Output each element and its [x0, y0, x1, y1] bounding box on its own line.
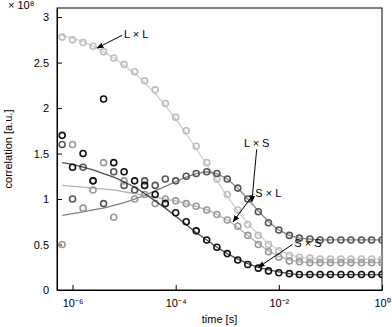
- x-tick-label: 10⁻⁴: [166, 297, 187, 309]
- y-tick-mark: [57, 290, 62, 291]
- y-multiplier: × 10⁸: [8, 0, 34, 11]
- fit-line: [62, 35, 382, 259]
- annotation-label: S × S: [294, 237, 321, 249]
- data-point: [132, 196, 138, 202]
- y-tick: 2: [43, 102, 62, 114]
- series: [59, 96, 382, 278]
- data-point: [255, 232, 261, 238]
- data-point: [59, 132, 65, 138]
- annotation-arrow: [233, 194, 253, 221]
- annotation-label: L × L: [124, 28, 148, 40]
- y-tick-label: 1: [43, 193, 49, 205]
- y-tick-mark: [57, 154, 62, 155]
- data-point: [101, 160, 107, 166]
- data-point: [162, 176, 168, 182]
- fit-line: [62, 172, 382, 240]
- data-point: [162, 201, 168, 207]
- data-point: [80, 205, 86, 211]
- y-tick: 2.5: [34, 57, 62, 69]
- data-point: [80, 151, 86, 157]
- y-tick-mark: [57, 63, 62, 64]
- y-tick-mark: [57, 108, 62, 109]
- data-layer: [59, 34, 382, 277]
- annotation-label: S × L: [255, 187, 281, 199]
- x-tick: 10⁻⁶: [63, 285, 84, 309]
- y-tick-label: 3: [43, 11, 49, 23]
- y-tick: 0: [43, 284, 62, 296]
- y-tick: 1: [43, 193, 62, 205]
- y-tick-mark: [57, 199, 62, 200]
- data-point: [101, 96, 107, 102]
- x-tick: 10⁻⁴: [166, 285, 187, 309]
- data-point: [132, 178, 138, 184]
- data-point: [111, 214, 117, 220]
- annotations: L × L L × S S × L S × S: [97, 28, 321, 267]
- annotation-label: L × S: [244, 137, 270, 149]
- y-tick: 3: [43, 11, 62, 23]
- data-point: [111, 169, 117, 175]
- data-point: [121, 169, 127, 175]
- x-tick-label: 10⁻⁶: [63, 297, 84, 309]
- series: [59, 141, 382, 243]
- x-tick-mark: [176, 285, 177, 290]
- fit-line: [62, 163, 382, 275]
- annotation-arrow: [258, 245, 292, 268]
- y-tick-label: 0: [43, 284, 49, 296]
- x-tick-mark: [382, 285, 383, 290]
- x-tick: 10⁰: [374, 285, 390, 309]
- y-tick: 0.5: [34, 239, 62, 251]
- plot-frame: [57, 8, 382, 290]
- y-axis: 0 0.5 1 1.5 2 2.5 3: [34, 9, 62, 297]
- x-tick-mark: [279, 285, 280, 290]
- data-point: [59, 34, 65, 40]
- x-axis-title: time [s]: [202, 313, 237, 325]
- data-point: [90, 178, 96, 184]
- y-tick: 1.5: [34, 148, 62, 160]
- data-point: [70, 141, 76, 147]
- x-axis: 10⁻⁶ 10⁻⁴ 10⁻² 10⁰: [58, 285, 391, 309]
- data-point: [90, 178, 96, 184]
- data-point: [101, 201, 107, 207]
- x-tick-label: 10⁻²: [269, 297, 289, 309]
- y-tick-label: 2: [43, 102, 49, 114]
- y-tick-label: 2.5: [34, 57, 49, 69]
- series: [59, 141, 382, 265]
- x-tick-label: 10⁰: [374, 297, 390, 309]
- x-axis-line: [58, 290, 383, 291]
- y-axis-title: correlation [a.u.]: [2, 110, 14, 189]
- y-axis-line: [57, 9, 58, 291]
- data-point: [111, 160, 117, 166]
- x-tick-mark: [73, 285, 74, 290]
- data-point: [59, 242, 65, 248]
- y-tick-label: 1.5: [34, 148, 49, 160]
- y-tick-mark: [57, 17, 62, 18]
- y-tick-label: 0.5: [34, 239, 49, 251]
- data-point: [152, 182, 158, 188]
- chart: 10⁻⁶ 10⁻⁴ 10⁻² 10⁰ 0 0.5 1 1.5 2 2.5 3 L × L L × S S …: [0, 0, 392, 327]
- data-point: [142, 182, 148, 188]
- data-point: [70, 196, 76, 202]
- x-tick: 10⁻²: [269, 285, 289, 309]
- plot: 10⁻⁶ 10⁻⁴ 10⁻² 10⁰ 0 0.5 1 1.5 2 2.5 3 L × L L × S S …: [34, 8, 391, 309]
- data-point: [152, 191, 158, 197]
- series: [59, 34, 382, 262]
- data-point: [59, 141, 65, 147]
- annotation-arrow: [97, 35, 122, 48]
